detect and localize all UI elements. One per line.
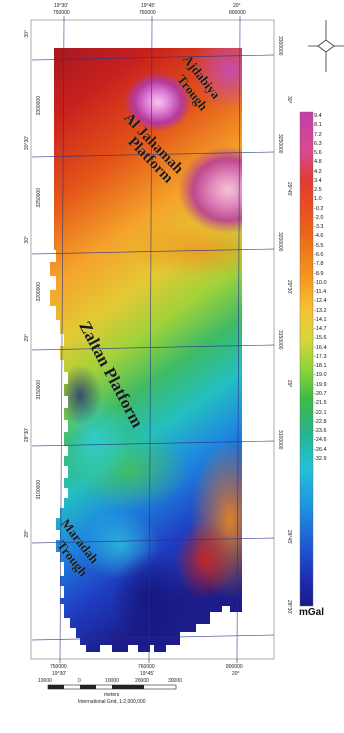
legend-value: -32.9 xyxy=(314,455,327,462)
legend-value: -11.4 xyxy=(314,289,327,296)
legend-value: 6.3 xyxy=(314,140,322,147)
legend-value: -24.6 xyxy=(314,437,327,444)
left-tick-8: 3150000 xyxy=(36,380,42,400)
scale-tick-4: 20000 xyxy=(135,678,149,684)
legend-value: -16.4 xyxy=(314,344,327,351)
legend-value: -18.1 xyxy=(314,363,327,370)
legend-value: -7.8 xyxy=(314,261,324,268)
legend-value: -17.3 xyxy=(314,353,327,360)
legend-value: -4.6 xyxy=(314,233,324,240)
right-tick-5: 3200000 xyxy=(277,232,283,252)
left-tick-3: 30°30' xyxy=(24,136,30,151)
scale-tick-5: 30000 xyxy=(168,678,182,684)
bottom-tick-4: 19°45' xyxy=(140,671,155,677)
bottom-tick-1: 750000 xyxy=(50,664,67,670)
right-tick-3: 3250000 xyxy=(277,134,283,154)
right-tick-9: 3100000 xyxy=(277,430,283,450)
left-tick-2: 3300000 xyxy=(36,96,42,116)
legend-value: -14.7 xyxy=(314,326,327,333)
legend-value: -2.0 xyxy=(314,214,324,221)
legend-value: -20.7 xyxy=(314,390,327,397)
scale-unit: meters xyxy=(104,692,120,698)
scale-tick-1: 10000 xyxy=(38,678,52,684)
right-tick-6: 29°30' xyxy=(286,280,292,295)
legend-value: -10.0 xyxy=(314,279,327,286)
legend-value: -5.5 xyxy=(314,242,324,249)
legend-value: -13.2 xyxy=(314,307,327,314)
right-tick-4: 29°45' xyxy=(286,182,292,197)
legend-value: -23.6 xyxy=(314,428,327,435)
legend-value: 4.2 xyxy=(314,168,322,175)
bottom-tick-2: 19°30' xyxy=(52,671,67,677)
legend-value: 9.4 xyxy=(314,113,322,119)
left-tick-4: 3250000 xyxy=(36,188,42,208)
legend-value: -19.0 xyxy=(314,372,327,379)
left-tick-7: 29° xyxy=(24,334,30,342)
right-tick-1: 3300000 xyxy=(277,36,283,56)
legend-value: -19.9 xyxy=(314,381,327,388)
legend-value: 5.6 xyxy=(314,150,322,157)
legend-unit: mGal xyxy=(299,607,325,618)
scale-tick-2: 0 xyxy=(78,678,81,684)
legend-value: 4.8 xyxy=(314,159,322,166)
left-tick-11: 28° xyxy=(24,530,30,538)
left-tick-10: 3100000 xyxy=(36,480,42,500)
legend-value: -0.2 xyxy=(314,205,324,212)
legend-value: -15.6 xyxy=(314,335,327,342)
bottom-tick-6: 20° xyxy=(232,671,240,677)
legend-value: -21.5 xyxy=(314,400,327,407)
legend-value: -26.4 xyxy=(314,446,327,453)
legend-color-bar xyxy=(299,111,314,607)
right-tick-8: 29° xyxy=(286,380,292,388)
legend-value: -3.3 xyxy=(314,224,324,231)
right-tick-11: 28°30' xyxy=(286,600,292,615)
legend-value: -6.6 xyxy=(314,251,324,258)
scale-projection: International Grid, 1:2,000,000 xyxy=(78,699,146,705)
scale-tick-3: 10000 xyxy=(105,678,119,684)
top-tick-5: 20° xyxy=(233,3,241,9)
legend-value: 3.4 xyxy=(314,177,322,184)
top-tick-2: 750000 xyxy=(53,10,70,16)
left-tick-6: 3200000 xyxy=(36,282,42,302)
bottom-tick-5: 800000 xyxy=(226,664,243,670)
legend-value: -14.1 xyxy=(314,316,327,323)
left-tick-1: 30° xyxy=(24,30,30,38)
legend-value: -8.9 xyxy=(314,270,324,277)
legend-value: -22.8 xyxy=(314,418,327,425)
top-tick-3: 19°45' xyxy=(141,3,156,9)
top-tick-4: 760000 xyxy=(139,10,156,16)
legend-value: -12.4 xyxy=(314,298,327,305)
bottom-tick-3: 760000 xyxy=(138,664,155,670)
legend-value: 8.1 xyxy=(314,122,322,129)
legend-labels: 9.4 8.1 7.2 6.3 5.6 4.8 4.2 3.4 2.5 1.0 -0.2 -2.0 -3… xyxy=(314,112,328,464)
top-tick-1: 19°30' xyxy=(54,3,69,9)
right-tick-2: 30° xyxy=(286,96,292,104)
north-arrow-icon xyxy=(308,20,344,72)
legend-value: 1.0 xyxy=(314,196,322,203)
scale-bar xyxy=(47,684,177,690)
legend-value: -22.1 xyxy=(314,409,327,416)
left-tick-5: 30° xyxy=(24,236,30,244)
legend-value: 7.2 xyxy=(314,131,322,138)
right-tick-7: 3150000 xyxy=(277,330,283,350)
top-tick-6: 800000 xyxy=(229,10,246,16)
legend-value: 2.5 xyxy=(314,187,322,194)
left-tick-9: 28°30' xyxy=(24,428,30,443)
right-tick-10: 28°45' xyxy=(286,530,292,545)
